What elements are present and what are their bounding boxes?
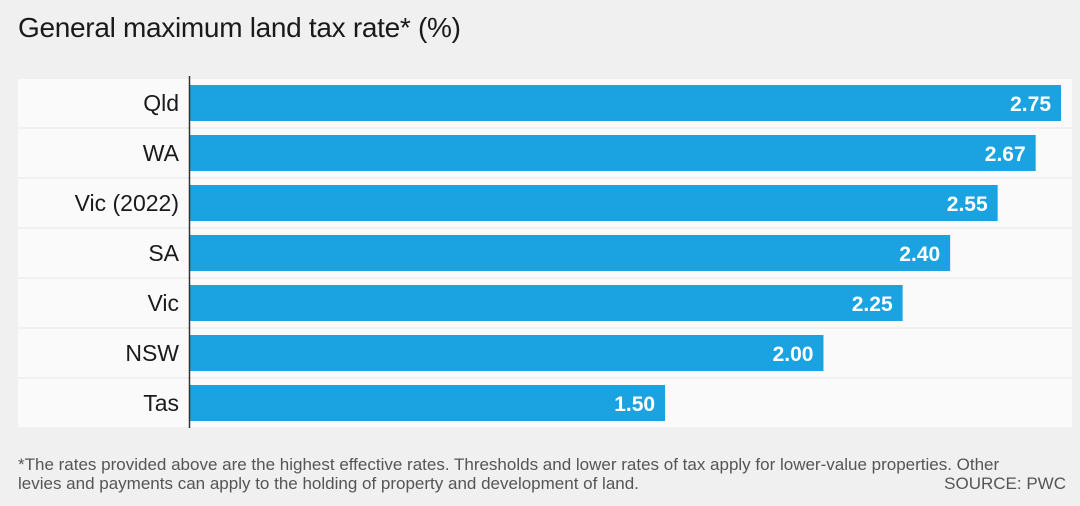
chart-title: General maximum land tax rate* (%) — [18, 12, 461, 43]
category-label: Qld — [143, 90, 179, 116]
category-labels: Qld WA Vic (2022) SA Vic NSW Tas — [75, 90, 180, 416]
value-label: 2.55 — [947, 193, 988, 216]
bar — [190, 235, 951, 271]
bar — [190, 185, 998, 221]
category-label: WA — [143, 140, 180, 166]
value-label: 2.25 — [852, 293, 893, 316]
value-label: 1.50 — [614, 393, 655, 416]
value-labels: 2.75 2.67 2.55 2.40 2.25 2.00 1.50 — [614, 93, 1051, 416]
bar — [190, 335, 824, 371]
bar — [190, 135, 1036, 171]
category-label: Vic — [147, 290, 179, 316]
source-credit: SOURCE: PWC — [944, 474, 1066, 493]
value-label: 2.67 — [985, 143, 1026, 166]
bars — [190, 85, 1061, 421]
value-label: 2.40 — [899, 243, 940, 266]
category-label: Vic (2022) — [75, 190, 179, 216]
category-label: SA — [148, 240, 179, 266]
footnote: *The rates provided above are the highes… — [18, 455, 1000, 493]
bar — [190, 385, 666, 421]
category-label: NSW — [125, 340, 179, 366]
bar — [190, 285, 903, 321]
value-label: 2.75 — [1010, 93, 1051, 116]
category-label: Tas — [143, 390, 179, 416]
bar — [190, 85, 1061, 121]
value-label: 2.00 — [773, 343, 814, 366]
